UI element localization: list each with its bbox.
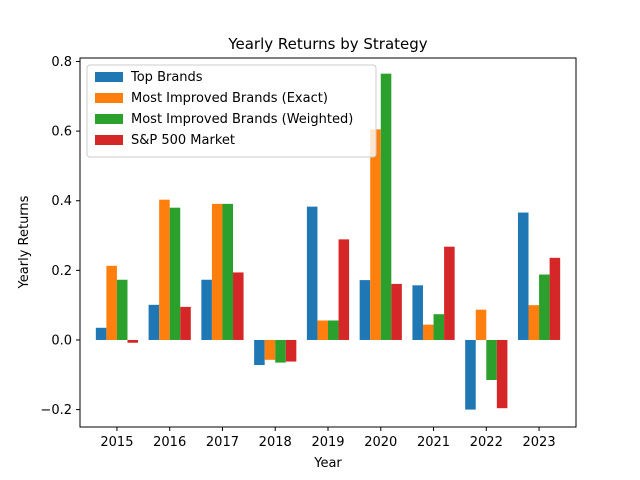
bar-series1-2020 [370,129,381,340]
legend-swatch-2 [95,114,123,124]
plot-area: 2015 2016 2017 2018 2019 2020 2021 2022 2023 −0.2… [40,55,577,450]
bar-series2-2018 [275,339,286,363]
legend-swatch-3 [95,135,123,145]
bar-series2-2019 [328,320,339,340]
y-tick-label: 0.4 [51,194,72,209]
y-tick-label: 0.2 [51,264,72,279]
x-tick-label: 2022 [470,435,503,450]
y-tick-label: −0.2 [40,403,72,418]
legend-box [86,64,377,158]
y-axis-label: Yearly Returns [17,195,32,289]
legend-swatch-1 [95,93,123,103]
bar-series1-2021 [422,324,434,340]
x-tick-label: 2019 [311,435,344,450]
bar-series0-2021 [412,285,423,340]
y-tick-label: 0.0 [51,333,72,348]
bar-series1-2016 [159,199,170,340]
bar-series0-2018 [254,339,265,366]
bar-series2-2021 [433,314,445,340]
bar-series1-2022 [475,309,487,340]
x-tick-label: 2021 [417,435,450,450]
chart-title: Yearly Returns by Strategy [227,35,427,53]
bar-series3-2019 [338,239,350,340]
bar-series1-2018 [264,339,276,360]
bar-series3-2017 [233,272,244,340]
bar-series2-2022 [486,339,497,381]
bar-series0-2019 [306,206,318,340]
bar-series0-2020 [359,280,371,340]
bar-series1-2017 [211,203,223,340]
bar-series2-2015 [116,279,128,340]
bar-series2-2016 [169,207,181,340]
bar-series2-2023 [539,274,550,340]
legend-label-1: Most Improved Brands (Exact) [131,91,328,106]
bar-series0-2017 [201,279,212,340]
bar-series3-2016 [180,306,191,340]
x-tick-label: 2016 [153,435,186,450]
bar-series0-2016 [148,304,160,340]
bar-series3-2022 [496,339,508,409]
bar-series3-2020 [391,283,402,340]
bar-series0-2023 [517,212,529,340]
legend-label-2: Most Improved Brands (Weighted) [131,112,353,127]
bar-series0-2022 [465,339,476,410]
bar-series3-2015 [127,339,139,343]
bar-series1-2023 [528,305,540,340]
legend-label-0: Top Brands [130,70,203,85]
y-tick-label: 0.8 [51,55,72,70]
x-tick-label: 2020 [364,435,397,450]
x-axis-label: Year [313,456,342,471]
x-tick-label: 2023 [523,435,556,450]
y-tick-label: 0.6 [51,125,72,140]
legend: Top Brands Most Improved Brands (Exact) Mo… [86,64,377,158]
bar-series3-2018 [285,339,297,362]
legend-label-3: S&P 500 Market [131,133,235,148]
bar-series3-2023 [549,257,561,340]
bar-series1-2019 [317,320,328,340]
legend-swatch-0 [95,72,123,82]
bar-series0-2015 [95,327,107,340]
x-tick-label: 2018 [259,435,292,450]
bar-series3-2021 [444,246,455,340]
bar-series1-2015 [106,265,117,340]
bar-series2-2020 [380,73,392,340]
x-tick-label: 2015 [100,435,133,450]
x-tick-label: 2017 [206,435,239,450]
bar-series2-2017 [222,203,234,340]
